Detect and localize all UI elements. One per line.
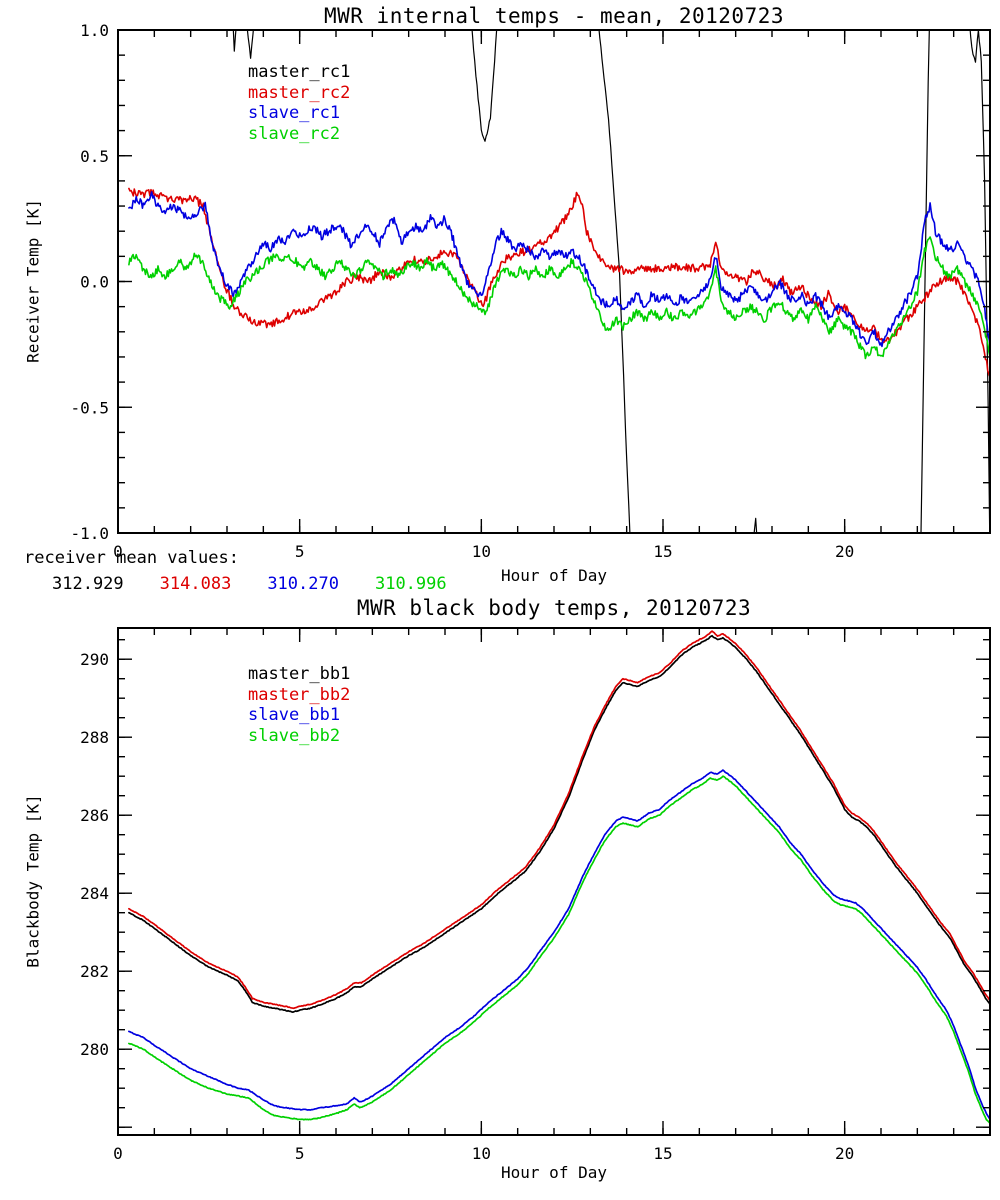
- tick-label: 280: [80, 1040, 109, 1059]
- receiver-mean-values-label: receiver mean values:: [24, 548, 239, 568]
- tick-label: -0.5: [70, 398, 109, 417]
- mean-value-blue: 310.270: [267, 574, 339, 594]
- tick-label: -1.0: [70, 524, 109, 543]
- series-master_bb1: [128, 634, 990, 1013]
- tick-label: 5: [295, 542, 305, 561]
- tick-label: 288: [80, 728, 109, 747]
- tick-label: 1.0: [80, 21, 109, 40]
- series-slave_bb2: [128, 775, 990, 1125]
- series-slave_bb1: [128, 769, 990, 1121]
- axis-ticks: [117, 628, 991, 1135]
- legend-blackbody: master_bb1 master_bb2 slave_bb1 slave_bb2: [248, 664, 350, 746]
- legend-receiver: master_rc1 master_rc2 slave_rc1 slave_rc2: [248, 62, 350, 144]
- receiver-mean-values: 312.929 314.083 310.270 310.996: [52, 574, 483, 594]
- series-slave_rc2: [128, 236, 990, 360]
- tick-label: 284: [80, 884, 109, 903]
- tick-label: 20: [835, 542, 854, 561]
- y-axis-label-receiver: Receiver Temp [K]: [23, 199, 43, 363]
- series-master_rc2: [128, 187, 990, 378]
- tick-label: 0: [113, 542, 123, 561]
- series-group: [128, 630, 990, 1125]
- series-master_bb2: [128, 630, 990, 1010]
- mean-value-green: 310.996: [374, 574, 447, 594]
- tick-label: 15: [653, 1144, 672, 1163]
- legend-entry-slave_rc1: slave_rc1: [248, 103, 341, 123]
- tick-label: 0: [113, 1144, 123, 1163]
- legend-entry-master_rc1: master_rc1: [248, 62, 351, 82]
- legend-entry-slave_bb2: slave_bb2: [248, 725, 341, 746]
- tick-label: 286: [80, 806, 109, 825]
- legend-entry-master_bb1: master_bb1: [248, 664, 351, 684]
- tick-label: 5: [295, 1144, 305, 1163]
- mean-value-black: 312.929: [52, 574, 124, 594]
- mean-value-red: 314.083: [159, 574, 232, 594]
- tick-label: 0.5: [80, 147, 109, 166]
- chart-title-blackbody: MWR black body temps, 20120723: [356, 596, 752, 620]
- legend-entry-slave_bb1: slave_bb1: [248, 705, 341, 725]
- tick-label: 282: [80, 962, 109, 981]
- chart-title-receiver: MWR internal temps - mean, 20120723: [323, 4, 784, 28]
- tick-label: 10: [472, 542, 491, 561]
- series-slave_rc1: [128, 191, 990, 348]
- tick-label: 15: [653, 542, 672, 561]
- legend-entry-slave_rc2: slave_rc2: [248, 123, 341, 144]
- tick-label: 290: [80, 650, 109, 669]
- series-group: [128, 30, 990, 533]
- x-axis-label-blackbody: Hour of Day: [501, 1163, 607, 1182]
- tick-label: 0.0: [80, 273, 109, 292]
- y-axis-label-blackbody: Blackbody Temp [K]: [23, 794, 43, 968]
- legend-entry-master_rc2: master_rc2: [248, 82, 351, 103]
- tick-label: 10: [472, 1144, 491, 1163]
- tick-label: 20: [835, 1144, 854, 1163]
- x-axis-label-receiver: Hour of Day: [501, 566, 607, 585]
- legend-entry-master_bb2: master_bb2: [248, 684, 351, 705]
- axis-ticks: [117, 29, 991, 534]
